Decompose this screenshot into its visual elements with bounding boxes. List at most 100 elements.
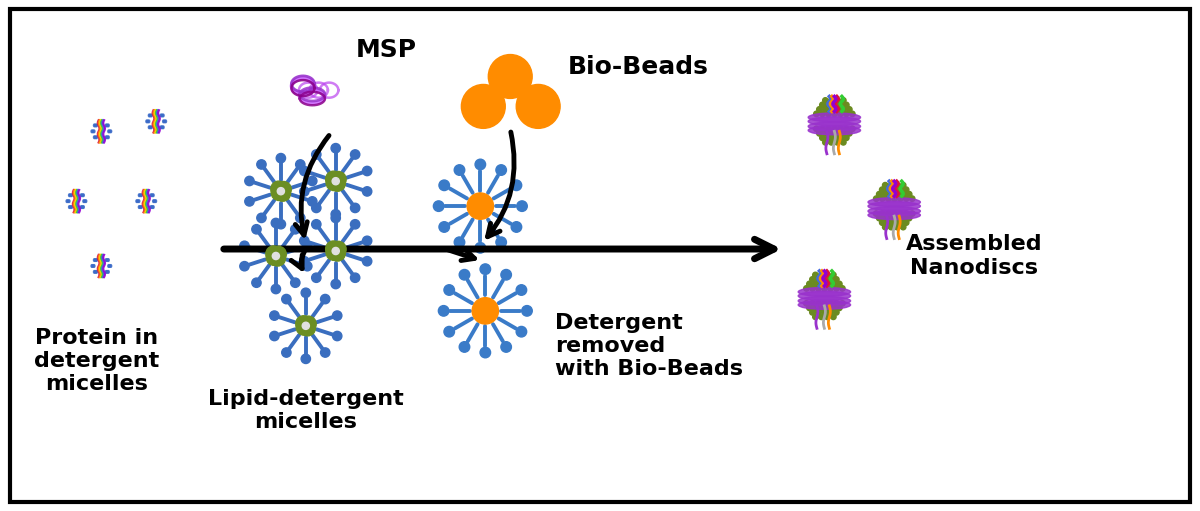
Circle shape (444, 327, 455, 337)
Polygon shape (102, 138, 103, 141)
Polygon shape (161, 114, 163, 117)
Circle shape (302, 262, 312, 271)
Circle shape (812, 272, 818, 277)
Polygon shape (101, 273, 102, 276)
Circle shape (282, 294, 292, 304)
Circle shape (276, 220, 286, 229)
Circle shape (888, 182, 894, 188)
Circle shape (332, 331, 342, 341)
Circle shape (835, 107, 840, 112)
Circle shape (828, 276, 833, 282)
Circle shape (488, 55, 532, 99)
Polygon shape (152, 206, 154, 208)
Polygon shape (154, 200, 156, 202)
Circle shape (824, 281, 830, 287)
Circle shape (874, 196, 878, 201)
Polygon shape (150, 206, 152, 208)
Circle shape (257, 213, 266, 223)
Polygon shape (155, 128, 156, 131)
Polygon shape (68, 206, 71, 208)
Circle shape (840, 140, 846, 145)
Circle shape (332, 311, 342, 320)
Polygon shape (85, 200, 86, 202)
Polygon shape (107, 136, 108, 138)
Circle shape (270, 246, 287, 262)
Circle shape (894, 215, 900, 221)
Polygon shape (82, 206, 83, 208)
Ellipse shape (798, 300, 851, 309)
Circle shape (824, 272, 830, 277)
Circle shape (455, 165, 464, 175)
Polygon shape (155, 111, 157, 114)
Circle shape (331, 144, 341, 153)
Ellipse shape (798, 291, 851, 300)
Polygon shape (101, 138, 102, 141)
Circle shape (350, 273, 360, 283)
Circle shape (812, 305, 818, 311)
Polygon shape (110, 130, 112, 133)
Circle shape (814, 111, 820, 117)
Circle shape (806, 305, 812, 311)
Circle shape (266, 246, 282, 262)
Circle shape (846, 107, 852, 112)
Polygon shape (150, 114, 152, 117)
Circle shape (904, 220, 908, 225)
Circle shape (840, 286, 845, 291)
Circle shape (296, 319, 312, 335)
Circle shape (838, 102, 844, 108)
Polygon shape (77, 208, 78, 211)
Polygon shape (77, 192, 78, 194)
Circle shape (433, 201, 444, 212)
Polygon shape (83, 200, 84, 202)
Circle shape (439, 180, 450, 191)
Polygon shape (66, 200, 67, 202)
Polygon shape (94, 265, 95, 267)
Circle shape (830, 314, 836, 319)
Circle shape (894, 192, 900, 197)
Circle shape (312, 273, 320, 283)
Text: Protein in
detergent
micelles: Protein in detergent micelles (34, 328, 158, 394)
Polygon shape (96, 270, 97, 273)
Circle shape (832, 111, 838, 117)
Circle shape (850, 111, 856, 117)
Circle shape (886, 196, 890, 201)
Polygon shape (108, 259, 109, 262)
Circle shape (816, 300, 821, 306)
Circle shape (824, 314, 830, 319)
Polygon shape (155, 111, 156, 114)
Ellipse shape (798, 296, 851, 306)
Circle shape (840, 107, 846, 112)
Circle shape (898, 211, 902, 216)
Circle shape (277, 188, 284, 195)
Polygon shape (92, 265, 94, 267)
Circle shape (298, 318, 313, 334)
Circle shape (824, 305, 830, 311)
Circle shape (900, 215, 906, 221)
Circle shape (330, 172, 346, 188)
Circle shape (266, 249, 282, 265)
Circle shape (302, 322, 310, 330)
Circle shape (276, 181, 292, 197)
Circle shape (245, 176, 254, 185)
Circle shape (240, 262, 250, 271)
Polygon shape (94, 124, 95, 127)
Polygon shape (139, 194, 142, 197)
Polygon shape (109, 265, 110, 267)
Circle shape (880, 196, 884, 201)
Polygon shape (71, 206, 72, 208)
Polygon shape (106, 270, 107, 273)
Polygon shape (148, 120, 150, 123)
Circle shape (332, 178, 340, 185)
Polygon shape (68, 194, 71, 197)
Circle shape (326, 245, 342, 260)
Polygon shape (95, 124, 96, 127)
Polygon shape (140, 194, 143, 197)
Circle shape (320, 348, 330, 357)
Circle shape (325, 241, 342, 257)
Circle shape (832, 102, 838, 108)
Ellipse shape (868, 202, 920, 211)
Polygon shape (108, 270, 109, 273)
Circle shape (810, 286, 815, 291)
Circle shape (844, 102, 850, 108)
Circle shape (898, 220, 902, 225)
